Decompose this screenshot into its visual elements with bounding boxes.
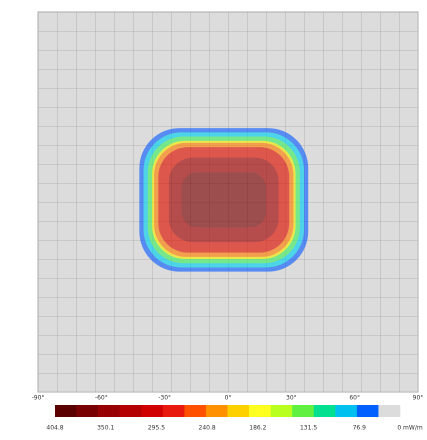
colorbar-tick-label: 295.5 bbox=[148, 425, 165, 432]
colorbar-tick-label: 0 mW/m bbox=[397, 425, 423, 432]
colorbar-tick-label: 131.5 bbox=[300, 425, 317, 432]
colorbar-swatch bbox=[76, 405, 99, 417]
colorbar-tick-label: 186.2 bbox=[249, 425, 266, 432]
colorbar-swatch bbox=[119, 405, 142, 417]
colorbar-swatch bbox=[98, 405, 120, 417]
colorbar-swatch bbox=[356, 405, 379, 417]
colorbar-swatch bbox=[184, 405, 207, 417]
x-tick-label: 0° bbox=[225, 395, 232, 402]
colorbar-swatch bbox=[205, 405, 228, 417]
x-tick-label: -60° bbox=[95, 395, 108, 402]
colorbar-swatch bbox=[335, 405, 358, 417]
colorbar-swatch bbox=[227, 405, 250, 417]
x-tick-label: -90° bbox=[32, 395, 45, 402]
colorbar-tick-label: 76.9 bbox=[353, 425, 367, 432]
colorbar-swatch bbox=[292, 405, 315, 417]
x-tick-label: 60° bbox=[349, 395, 360, 402]
colorbar-tick-label: 240.8 bbox=[199, 425, 216, 432]
colorbar-swatch bbox=[378, 405, 401, 417]
colorbar-tick-label: 350.1 bbox=[97, 425, 114, 432]
colorbar-swatch bbox=[249, 405, 271, 417]
x-tick-label: 30° bbox=[286, 395, 297, 402]
colorbar-swatch bbox=[55, 405, 77, 417]
colorbar-swatch bbox=[162, 405, 185, 417]
colorbar-swatch bbox=[270, 405, 293, 417]
colorbar-swatch bbox=[313, 405, 336, 417]
x-tick-label: 90° bbox=[413, 395, 424, 402]
colorbar-swatch bbox=[141, 405, 164, 417]
colorbar-tick-label: 404.8 bbox=[46, 425, 63, 432]
x-tick-label: -30° bbox=[158, 395, 171, 402]
grid-overlay bbox=[38, 12, 418, 392]
